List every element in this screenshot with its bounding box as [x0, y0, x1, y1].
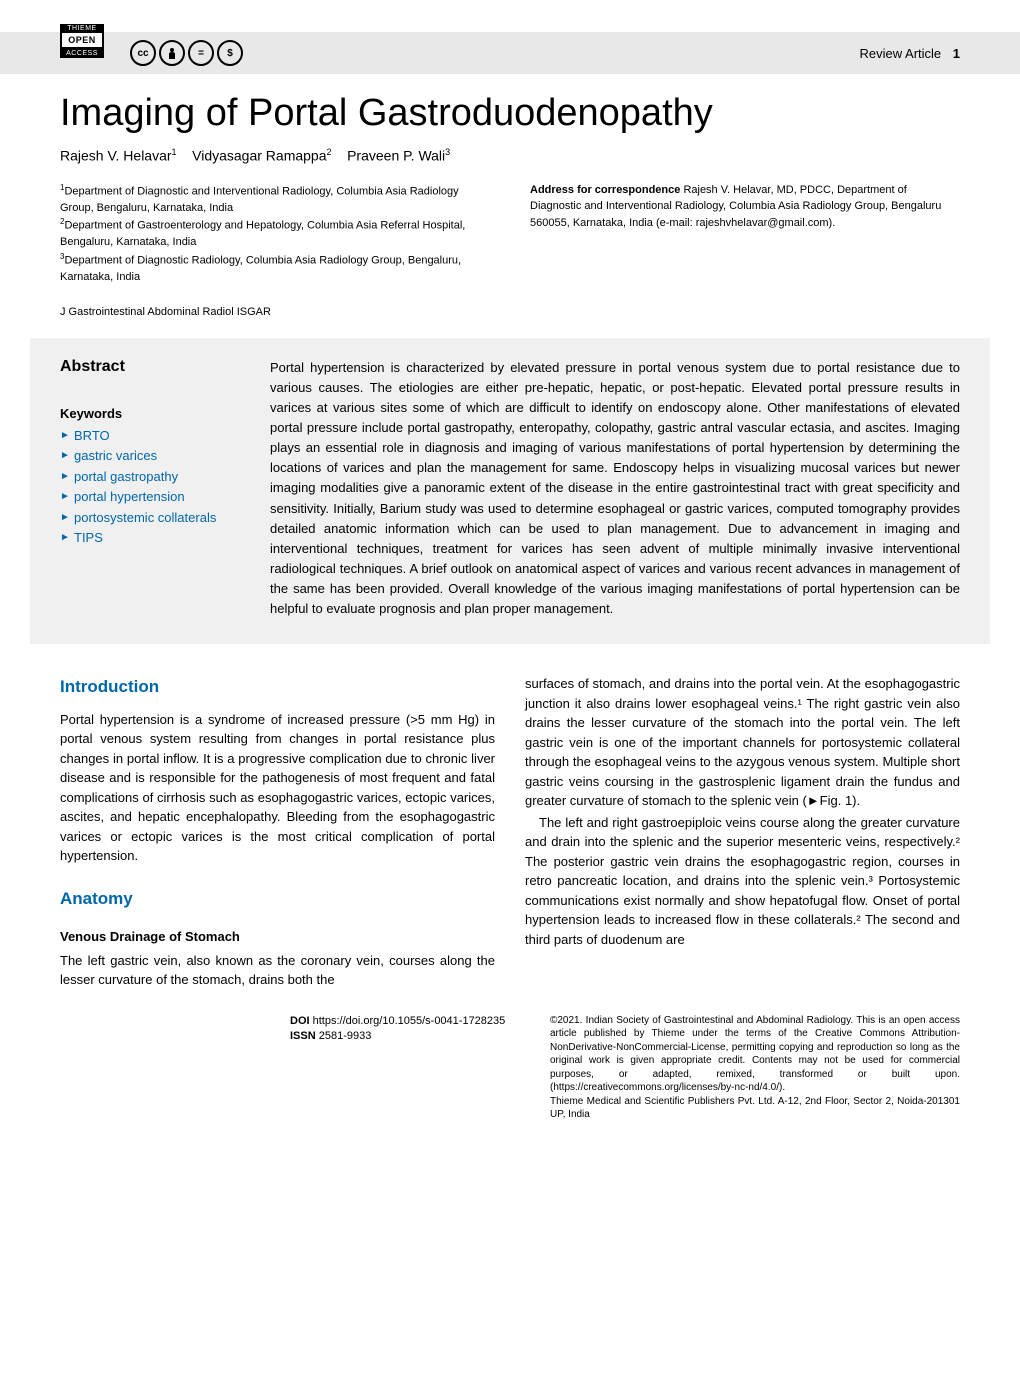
header-bar: THIEME OPEN ACCESS cc = $ Review Article… — [0, 32, 1020, 74]
keyword-item: portosystemic collaterals — [60, 509, 240, 527]
page-number: 1 — [953, 46, 960, 61]
right-column: surfaces of stomach, and drains into the… — [525, 674, 960, 990]
affil-text: Department of Diagnostic Radiology, Colu… — [60, 255, 461, 284]
by-icon — [159, 40, 185, 66]
author-sup: 1 — [172, 147, 177, 157]
anatomy-text-right-2: The left and right gastroepiploic veins … — [525, 813, 960, 950]
keyword-item: BRTO — [60, 427, 240, 445]
issn-value: 2581-9933 — [319, 1030, 372, 1042]
author-sup: 3 — [445, 147, 450, 157]
doi-label: DOI — [290, 1015, 310, 1027]
cc-icon: cc — [130, 40, 156, 66]
affil-text: Department of Gastroenterology and Hepat… — [60, 220, 465, 249]
affiliations: 1Department of Diagnostic and Interventi… — [60, 182, 490, 286]
intro-heading: Introduction — [60, 674, 495, 700]
footer-doi-block: DOI https://doi.org/10.1055/s-0041-17282… — [290, 1014, 520, 1122]
author: Vidyasagar Ramappa — [192, 148, 326, 164]
license-text: This is an open access article published… — [550, 1015, 960, 1094]
author-sup: 2 — [327, 147, 332, 157]
nd-icon: = — [188, 40, 214, 66]
anatomy-text-right-1: surfaces of stomach, and drains into the… — [525, 674, 960, 811]
publisher-text: Thieme Medical and Scientific Publishers… — [550, 1096, 960, 1121]
open-access-badge: THIEME OPEN ACCESS — [60, 24, 104, 74]
abstract-block: Abstract Keywords BRTO gastric varices p… — [30, 338, 990, 645]
keyword-item: TIPS — [60, 529, 240, 547]
copyright-text: ©2021. Indian Society of Gastrointestina… — [550, 1015, 853, 1026]
doi-value: https://doi.org/10.1055/s-0041-1728235 — [313, 1015, 506, 1027]
affil-text: Department of Diagnostic and Interventio… — [60, 185, 459, 214]
article-title: Imaging of Portal Gastroduodenopathy — [60, 92, 960, 135]
badge-mid: OPEN — [60, 33, 104, 49]
keywords-label: Keywords — [60, 406, 240, 421]
anatomy-text-left: The left gastric vein, also known as the… — [60, 951, 495, 990]
issn-label: ISSN — [290, 1030, 316, 1042]
article-type: Review Article — [860, 46, 942, 61]
left-column: Introduction Portal hypertension is a sy… — [60, 674, 495, 990]
abstract-text: Portal hypertension is characterized by … — [270, 358, 960, 620]
nc-icon: $ — [217, 40, 243, 66]
abstract-heading: Abstract — [60, 358, 240, 376]
author: Praveen P. Wali — [347, 148, 445, 164]
badge-top: THIEME — [60, 24, 104, 33]
keyword-item: gastric varices — [60, 447, 240, 465]
correspondence: Address for correspondence Rajesh V. Hel… — [530, 182, 960, 286]
correspondence-label: Address for correspondence — [530, 184, 680, 196]
keyword-item: portal hypertension — [60, 488, 240, 506]
badge-bot: ACCESS — [60, 49, 104, 58]
keywords-list: BRTO gastric varices portal gastropathy … — [60, 427, 240, 547]
cc-license-icons: cc = $ — [130, 40, 243, 66]
anatomy-subheading: Venous Drainage of Stomach — [60, 927, 495, 947]
keyword-item: portal gastropathy — [60, 468, 240, 486]
article-type-label: Review Article 1 — [860, 46, 961, 61]
footer-license-block: ©2021. Indian Society of Gastrointestina… — [550, 1014, 960, 1122]
journal-name: J Gastrointestinal Abdominal Radiol ISGA… — [60, 306, 960, 318]
authors-line: Rajesh V. Helavar1 Vidyasagar Ramappa2 P… — [60, 147, 960, 164]
anatomy-heading: Anatomy — [60, 886, 495, 912]
intro-text: Portal hypertension is a syndrome of inc… — [60, 710, 495, 866]
author: Rajesh V. Helavar — [60, 148, 172, 164]
